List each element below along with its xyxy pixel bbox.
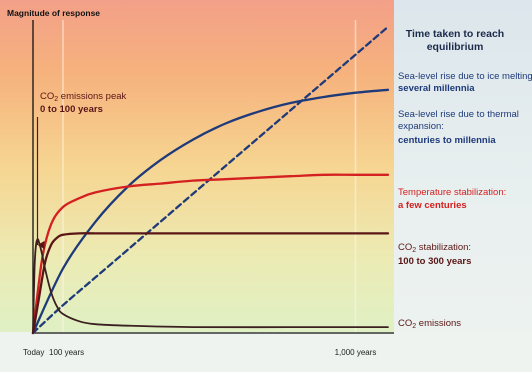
legend-title-line1: Time taken to reach bbox=[406, 28, 504, 40]
bottom-band bbox=[0, 332, 532, 372]
series-group bbox=[31, 25, 390, 335]
annotation-line1: CO2 emissions peak bbox=[40, 91, 127, 103]
label-sea-ice-line1: Sea-level rise due to ice melting: bbox=[398, 71, 532, 82]
annotation-line2: 0 to 100 years bbox=[40, 104, 103, 115]
label-sea-thermal-line1: Sea-level rise due to thermal bbox=[398, 109, 519, 120]
label-co2-stabilization: CO2 stabilization: 100 to 300 years bbox=[398, 242, 471, 267]
label-temperature: Temperature stabilization: a few centuri… bbox=[398, 187, 506, 211]
label-temperature-line1: Temperature stabilization: bbox=[398, 187, 506, 198]
series-line-sea-thermal bbox=[31, 88, 390, 335]
co2-peak-annotation: CO2 emissions peak 0 to 100 years bbox=[36, 91, 127, 250]
label-sea-ice-line2: several millennia bbox=[398, 83, 475, 94]
label-co2-stab-line1: CO2 stabilization: bbox=[398, 242, 471, 254]
label-co2-stab-line2: 100 to 300 years bbox=[398, 256, 471, 267]
legend-title-line2: equilibrium bbox=[427, 41, 484, 53]
plot-background bbox=[0, 0, 394, 332]
series-line-co2-emissions bbox=[32, 238, 389, 334]
legend-title: Time taken to reach equilibrium bbox=[406, 28, 504, 53]
label-sea-thermal-line2: expansion: bbox=[398, 121, 444, 132]
series-line-co2-stab bbox=[31, 232, 390, 335]
label-temperature-line2: a few centuries bbox=[398, 200, 467, 211]
label-sea-ice: Sea-level rise due to ice melting: sever… bbox=[398, 71, 532, 94]
x-tick-labels: Today 100 years 1,000 years bbox=[23, 348, 376, 357]
label-sea-thermal: Sea-level rise due to thermal expansion:… bbox=[398, 109, 519, 146]
y-axis-title: Magnitude of response bbox=[7, 8, 100, 18]
x-tick-label-2: 1,000 years bbox=[335, 348, 377, 357]
label-co2-emissions-line1: CO2 emissions bbox=[398, 318, 461, 330]
series-line-temperature bbox=[31, 173, 390, 335]
x-tick-label-1: 100 years bbox=[49, 348, 84, 357]
x-tick-label-0: Today bbox=[23, 348, 44, 357]
label-co2-emissions: CO2 emissions bbox=[398, 318, 461, 330]
label-sea-thermal-line3: centuries to millennia bbox=[398, 135, 496, 146]
